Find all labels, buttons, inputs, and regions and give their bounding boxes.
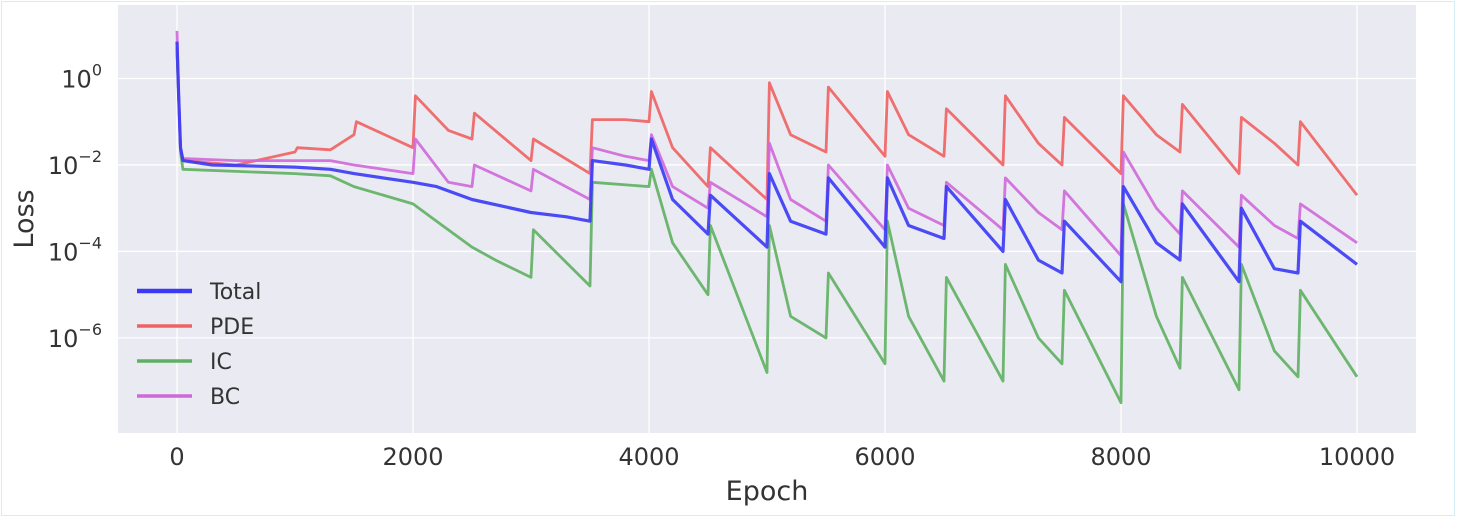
- legend-label-ic: IC: [210, 350, 232, 375]
- series-line-bc: [175, 30, 1358, 258]
- y-tick-label: 10−2: [48, 147, 102, 180]
- x-tick-label: 4000: [618, 443, 679, 471]
- legend: Total PDE IC BC: [137, 280, 261, 410]
- legend-label-bc: BC: [210, 385, 240, 410]
- x-tick-label: 0: [169, 443, 184, 471]
- y-tick-label: 10−4: [48, 233, 102, 266]
- x-tick-label: 10000: [1319, 443, 1395, 471]
- y-tick-label: 100: [61, 60, 102, 93]
- y-axis-title: Loss: [9, 189, 40, 248]
- series-line-ic: [175, 52, 1359, 405]
- x-axis-ticks: 0 2000 4000 6000 8000 10000: [169, 443, 1395, 471]
- legend-label-pde: PDE: [210, 315, 254, 340]
- legend-label-total: Total: [209, 280, 261, 305]
- y-tick-label: 10−6: [48, 320, 102, 353]
- series-layer: [175, 30, 1359, 405]
- x-tick-label: 8000: [1090, 443, 1151, 471]
- series-line-total: [175, 41, 1358, 284]
- x-axis-title: Epoch: [726, 476, 809, 507]
- x-tick-label: 2000: [382, 443, 443, 471]
- x-tick-label: 6000: [854, 443, 915, 471]
- y-axis-ticks: 100 10−2 10−4 10−6: [48, 60, 102, 352]
